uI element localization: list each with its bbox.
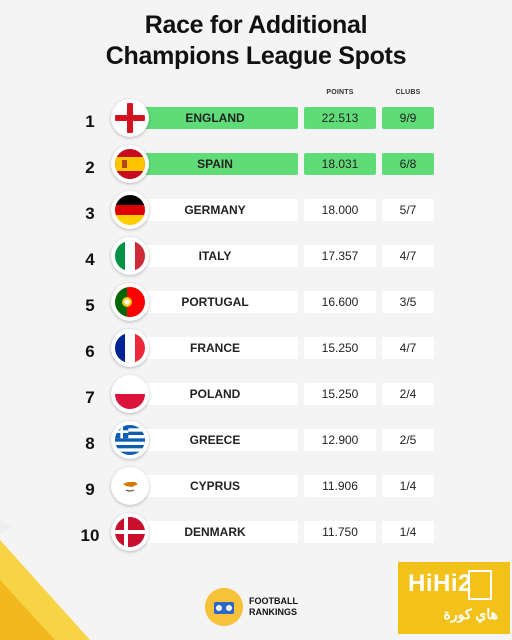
- clubs-value: 1/4: [382, 475, 434, 497]
- watermark-main-text: HiHi2: [408, 570, 472, 597]
- points-value: 15.250: [304, 337, 376, 359]
- table-row: 3 GERMANY 18.000 5/7: [0, 191, 512, 237]
- points-value: 18.031: [304, 153, 376, 175]
- country-name: ITALY: [132, 245, 298, 267]
- title-line-1: Race for Additional: [144, 11, 368, 39]
- rank-number: 2: [85, 158, 95, 177]
- rank-number: 8: [85, 434, 95, 453]
- rank-number: 1: [85, 112, 95, 131]
- points-value: 11.750: [304, 521, 376, 543]
- country-name: CYPRUS: [132, 475, 298, 497]
- portugal-flag-icon: [111, 283, 149, 321]
- rank-number: 5: [85, 296, 95, 315]
- cyprus-flag-icon: [111, 467, 149, 505]
- table-row: 2 SPAIN 18.031 6/8: [0, 145, 512, 191]
- rank-number: 4: [85, 250, 95, 269]
- country-name: GERMANY: [132, 199, 298, 221]
- table-row: 10 DENMARK 11.750 1/4: [0, 513, 512, 559]
- rank-number: 6: [85, 342, 95, 361]
- rank-number: 7: [85, 388, 95, 407]
- table-row: 8 GREECE 12.900 2/5: [0, 421, 512, 467]
- clubs-value: 1/4: [382, 521, 434, 543]
- country-name: ENGLAND: [132, 107, 298, 129]
- country-name: POLAND: [132, 383, 298, 405]
- points-column-header: POINTS: [326, 89, 354, 96]
- hihi2-watermark: HiHi2 هاي كورة: [398, 562, 510, 634]
- page-title: Race for Additional Champions League Spo…: [0, 10, 512, 72]
- brand-line-1: FOOTBALL: [249, 596, 298, 606]
- table-row: 9 CYPRUS 11.906 1/4: [0, 467, 512, 513]
- country-name: PORTUGAL: [132, 291, 298, 313]
- clubs-value: 6/8: [382, 153, 434, 175]
- clubs-value: 2/4: [382, 383, 434, 405]
- watermark-frame: [468, 570, 492, 600]
- country-name: FRANCE: [132, 337, 298, 359]
- greece-flag-icon: [111, 421, 149, 459]
- title-line-2: Champions League Spots: [105, 42, 407, 70]
- points-value: 16.600: [304, 291, 376, 313]
- france-flag-icon: [111, 329, 149, 367]
- points-value: 22.513: [304, 107, 376, 129]
- england-flag-icon: [111, 99, 149, 137]
- germany-flag-icon: [111, 191, 149, 229]
- spain-flag-icon: [111, 145, 149, 183]
- table-row: 4 ITALY 17.357 4/7: [0, 237, 512, 283]
- italy-flag-icon: [111, 237, 149, 275]
- points-value: 11.906: [304, 475, 376, 497]
- clubs-value: 9/9: [382, 107, 434, 129]
- poland-flag-icon: [111, 375, 149, 413]
- country-name: SPAIN: [132, 153, 298, 175]
- clubs-value: 2/5: [382, 429, 434, 451]
- watermark-sub-text: هاي كورة: [443, 606, 499, 622]
- denmark-flag-icon: [111, 513, 149, 551]
- table-row: 1 ENGLAND 22.513 9/9: [0, 99, 512, 145]
- rank-number: 9: [85, 480, 95, 499]
- country-name: DENMARK: [132, 521, 298, 543]
- clubs-value: 4/7: [382, 245, 434, 267]
- table-row: 7 POLAND 15.250 2/4: [0, 375, 512, 421]
- rank-number: 3: [85, 204, 95, 223]
- corner-decoration: [0, 520, 90, 640]
- football-rankings-brand: FOOTBALL RANKINGS: [205, 588, 315, 628]
- clubs-value: 5/7: [382, 199, 434, 221]
- clubs-value: 4/7: [382, 337, 434, 359]
- points-value: 18.000: [304, 199, 376, 221]
- points-value: 15.250: [304, 383, 376, 405]
- points-value: 17.357: [304, 245, 376, 267]
- points-value: 12.900: [304, 429, 376, 451]
- table-row: 6 FRANCE 15.250 4/7: [0, 329, 512, 375]
- country-name: GREECE: [132, 429, 298, 451]
- clubs-column-header: CLUBS: [395, 89, 421, 96]
- brand-name: FOOTBALL RANKINGS: [249, 596, 298, 618]
- table-row: 5 PORTUGAL 16.600 3/5: [0, 283, 512, 329]
- brand-line-2: RANKINGS: [249, 607, 298, 617]
- football-rankings-logo-icon: [205, 588, 243, 626]
- clubs-value: 3/5: [382, 291, 434, 313]
- rank-number: 10: [80, 526, 100, 545]
